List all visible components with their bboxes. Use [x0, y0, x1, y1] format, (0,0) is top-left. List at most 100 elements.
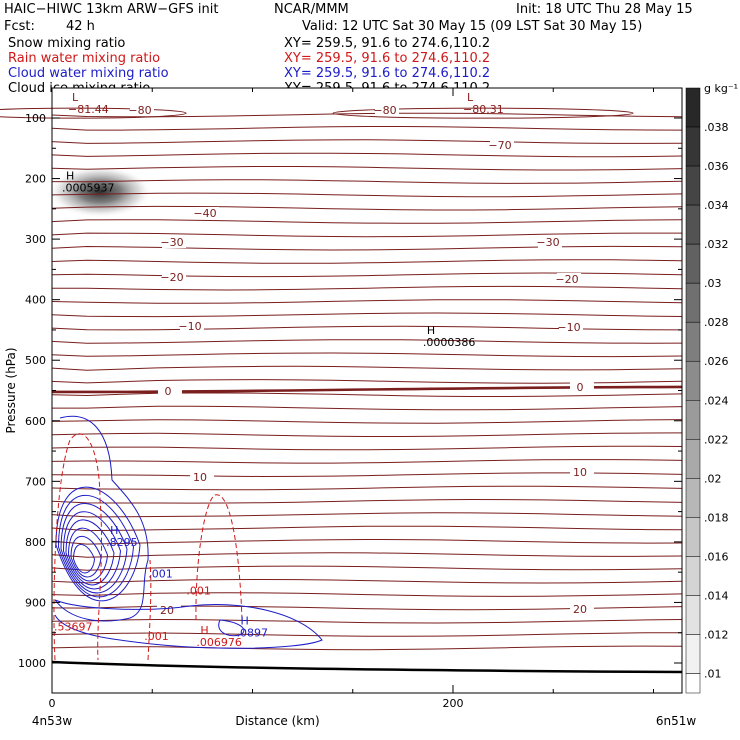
- colorbar-segment: [685, 360, 701, 401]
- extremum-value: .8295: [106, 536, 138, 549]
- temperature-label-bg: [180, 320, 204, 332]
- temperature-label: −80: [128, 104, 151, 117]
- temperature-label-bg: [570, 603, 594, 615]
- temperature-contour: [51, 259, 683, 264]
- cloud-water-contour: [72, 544, 96, 574]
- cloud-water-contour: [54, 415, 149, 622]
- temperature-contour: [51, 365, 683, 371]
- colorbar-label: .012: [704, 628, 729, 641]
- extremum-marker: L: [72, 91, 79, 104]
- colorbar-label: .034: [704, 199, 729, 212]
- extremum-marker: H: [110, 524, 118, 537]
- temperature-label: −30: [160, 236, 183, 249]
- cloud-water-contour: [218, 619, 245, 637]
- temperature-contour: [51, 552, 683, 558]
- field-snow-xy: XY= 259.5, 91.6 to 274.6,110.2: [284, 36, 491, 51]
- temperature-contour: [52, 405, 683, 411]
- temperature-contour: [51, 525, 683, 532]
- colorbar-label: .016: [704, 550, 729, 563]
- temperature-label-bg: [162, 236, 186, 248]
- valid-time: Valid: 12 UTC Sat 30 May 15 (09 LST Sat …: [302, 19, 643, 34]
- extremum-marker: H: [427, 324, 435, 337]
- snow-mixing-ratio-shading: [48, 165, 153, 218]
- temperature-contour: [51, 219, 683, 224]
- temperature-label: −70: [488, 139, 511, 152]
- colorbar-label: .022: [704, 433, 729, 446]
- cloud-water-contour: [67, 527, 109, 582]
- temperature-contour: [51, 578, 683, 584]
- extremum-value: .001: [144, 630, 169, 643]
- temperature-contour: [51, 485, 683, 491]
- temperature-contour: [51, 299, 683, 304]
- init-time: Init: 18 UTC Thu 28 May 15: [516, 2, 693, 17]
- fcst-label: Fcst:: [4, 19, 35, 34]
- y-tick-label: 900: [25, 596, 46, 609]
- terrain-line: [51, 660, 683, 674]
- temperature-label-bg: [557, 273, 581, 285]
- colorbar-label: .02: [704, 472, 722, 485]
- temperature-label-bg: [190, 471, 214, 483]
- colorbar-segment: [685, 87, 701, 128]
- colorbar-label: .038: [704, 121, 729, 134]
- colorbar-label: .018: [704, 511, 729, 524]
- temperature-low-loop: [332, 107, 634, 119]
- temperature-contour: [51, 512, 683, 518]
- temperature-contour: [51, 205, 683, 211]
- org-label: NCAR/MMM: [274, 2, 349, 17]
- temperature-contour: [51, 152, 683, 158]
- colorbar-segment: [685, 478, 701, 518]
- temperature-contour: [51, 179, 683, 184]
- extremum-marker: H: [66, 170, 74, 183]
- colorbar-segment: [685, 165, 701, 206]
- temperature-contour: [51, 538, 683, 545]
- temperature-label-bg: [570, 381, 594, 393]
- y-tick-label: 1000: [18, 657, 46, 670]
- temperature-label-bg: [538, 236, 562, 248]
- colorbar-segment: [685, 634, 701, 674]
- temperature-contour: [51, 352, 683, 358]
- colorbar-segment: [685, 595, 701, 635]
- x-end-label: 6n51w: [656, 714, 697, 728]
- temperature-contour: [51, 139, 683, 144]
- colorbar-label: .014: [704, 589, 729, 602]
- temperature-label: −80: [373, 104, 396, 117]
- temperature-contour: [51, 312, 683, 318]
- cloud-water-contour: [55, 486, 141, 602]
- y-tick-label: 200: [25, 173, 46, 186]
- temperature-contour: [51, 459, 683, 464]
- temperature-label: 20: [160, 604, 174, 617]
- temperature-contour: [51, 126, 683, 131]
- field-cloud-water-xy: XY= 259.5, 91.6 to 274.6,110.2: [284, 66, 491, 81]
- temperature-label-bg: [157, 604, 181, 616]
- temperature-label-bg: [162, 271, 186, 283]
- colorbar-segment: [685, 243, 701, 284]
- cloud-water-contour: [65, 519, 115, 586]
- temperature-label-bg: [195, 207, 219, 219]
- temperature-label: −30: [536, 236, 559, 249]
- extremum-marker: H: [240, 615, 248, 628]
- temperature-contour: [51, 166, 683, 171]
- colorbar-label: .032: [704, 238, 729, 251]
- y-tick-label: 800: [25, 536, 46, 549]
- colorbar-segment: [685, 439, 701, 479]
- colorbar-segment: [685, 321, 701, 362]
- extremum-value: −81.44: [68, 103, 109, 116]
- temperature-label-bg: [570, 466, 594, 478]
- temperature-label: −10: [557, 321, 580, 334]
- temperature-contour: [51, 618, 683, 624]
- temperature-contour: [51, 245, 683, 251]
- colorbar-segment: [685, 204, 701, 245]
- extremum-value: −80.31: [463, 103, 504, 116]
- fcst-value: 42 h: [66, 19, 95, 34]
- temperature-label: −20: [160, 271, 183, 284]
- field-rain-xy: XY= 259.5, 91.6 to 274.6,110.2: [284, 51, 491, 66]
- colorbar-segment: [685, 126, 701, 167]
- temperature-contour: [51, 632, 683, 637]
- temperature-label-bg: [130, 104, 154, 116]
- field-rain-name: Rain water mixing ratio: [8, 51, 161, 66]
- y-tick-label: 600: [25, 415, 46, 428]
- temperature-label: 10: [573, 466, 587, 479]
- temperature-contour: [51, 592, 683, 597]
- temperature-contour: [51, 339, 683, 344]
- temperature-label-bg: [158, 385, 182, 397]
